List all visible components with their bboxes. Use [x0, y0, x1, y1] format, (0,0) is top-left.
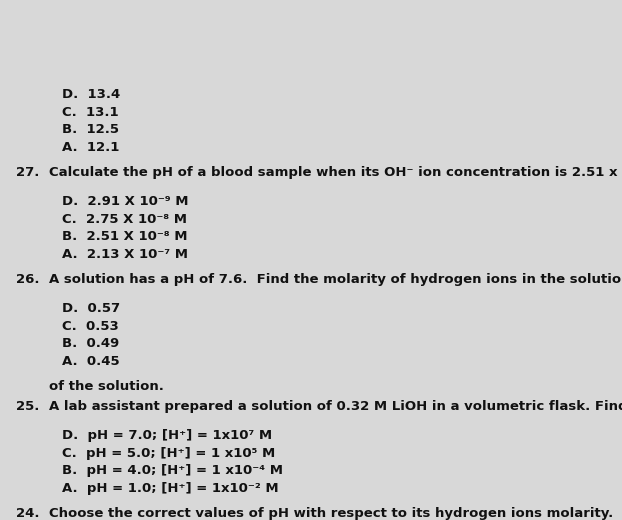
Text: Choose the correct values of pH with respect to its hydrogen ions molarity.: Choose the correct values of pH with res…: [49, 507, 613, 520]
Text: B.  pH = 4.0; [H⁺] = 1 x10⁻⁴ M: B. pH = 4.0; [H⁺] = 1 x10⁻⁴ M: [62, 464, 283, 477]
Text: 24.: 24.: [16, 507, 39, 520]
Text: C.  0.53: C. 0.53: [62, 320, 119, 333]
Text: 26.: 26.: [16, 273, 39, 286]
Text: D.  13.4: D. 13.4: [62, 88, 121, 101]
Text: D.  2.91 X 10⁻⁹ M: D. 2.91 X 10⁻⁹ M: [62, 195, 188, 208]
Text: Calculate the pH of a blood sample when its OH⁻ ion concentration is 2.51 x 10⁻¹: Calculate the pH of a blood sample when …: [49, 166, 622, 179]
Text: C.  13.1: C. 13.1: [62, 106, 119, 119]
Text: 27.: 27.: [16, 166, 39, 179]
Text: D.  pH = 7.0; [H⁺] = 1x10⁷ M: D. pH = 7.0; [H⁺] = 1x10⁷ M: [62, 429, 272, 442]
Text: A solution has a pH of 7.6.  Find the molarity of hydrogen ions in the solution.: A solution has a pH of 7.6. Find the mol…: [49, 273, 622, 286]
Text: of the solution.: of the solution.: [49, 380, 164, 393]
Text: B.  2.51 X 10⁻⁸ M: B. 2.51 X 10⁻⁸ M: [62, 230, 188, 243]
Text: B.  0.49: B. 0.49: [62, 337, 119, 350]
Text: C.  pH = 5.0; [H⁺] = 1 x10⁵ M: C. pH = 5.0; [H⁺] = 1 x10⁵ M: [62, 447, 276, 460]
Text: A lab assistant prepared a solution of 0.32 M LiOH in a volumetric flask. Find t: A lab assistant prepared a solution of 0…: [49, 400, 622, 413]
Text: A.  2.13 X 10⁻⁷ M: A. 2.13 X 10⁻⁷ M: [62, 248, 188, 261]
Text: A.  pH = 1.0; [H⁺] = 1x10⁻² M: A. pH = 1.0; [H⁺] = 1x10⁻² M: [62, 482, 279, 495]
Text: 25.: 25.: [16, 400, 39, 413]
Text: A.  12.1: A. 12.1: [62, 141, 119, 154]
Text: C.  2.75 X 10⁻⁸ M: C. 2.75 X 10⁻⁸ M: [62, 213, 187, 226]
Text: A.  0.45: A. 0.45: [62, 355, 120, 368]
Text: B.  12.5: B. 12.5: [62, 123, 119, 136]
Text: D.  0.57: D. 0.57: [62, 302, 120, 315]
